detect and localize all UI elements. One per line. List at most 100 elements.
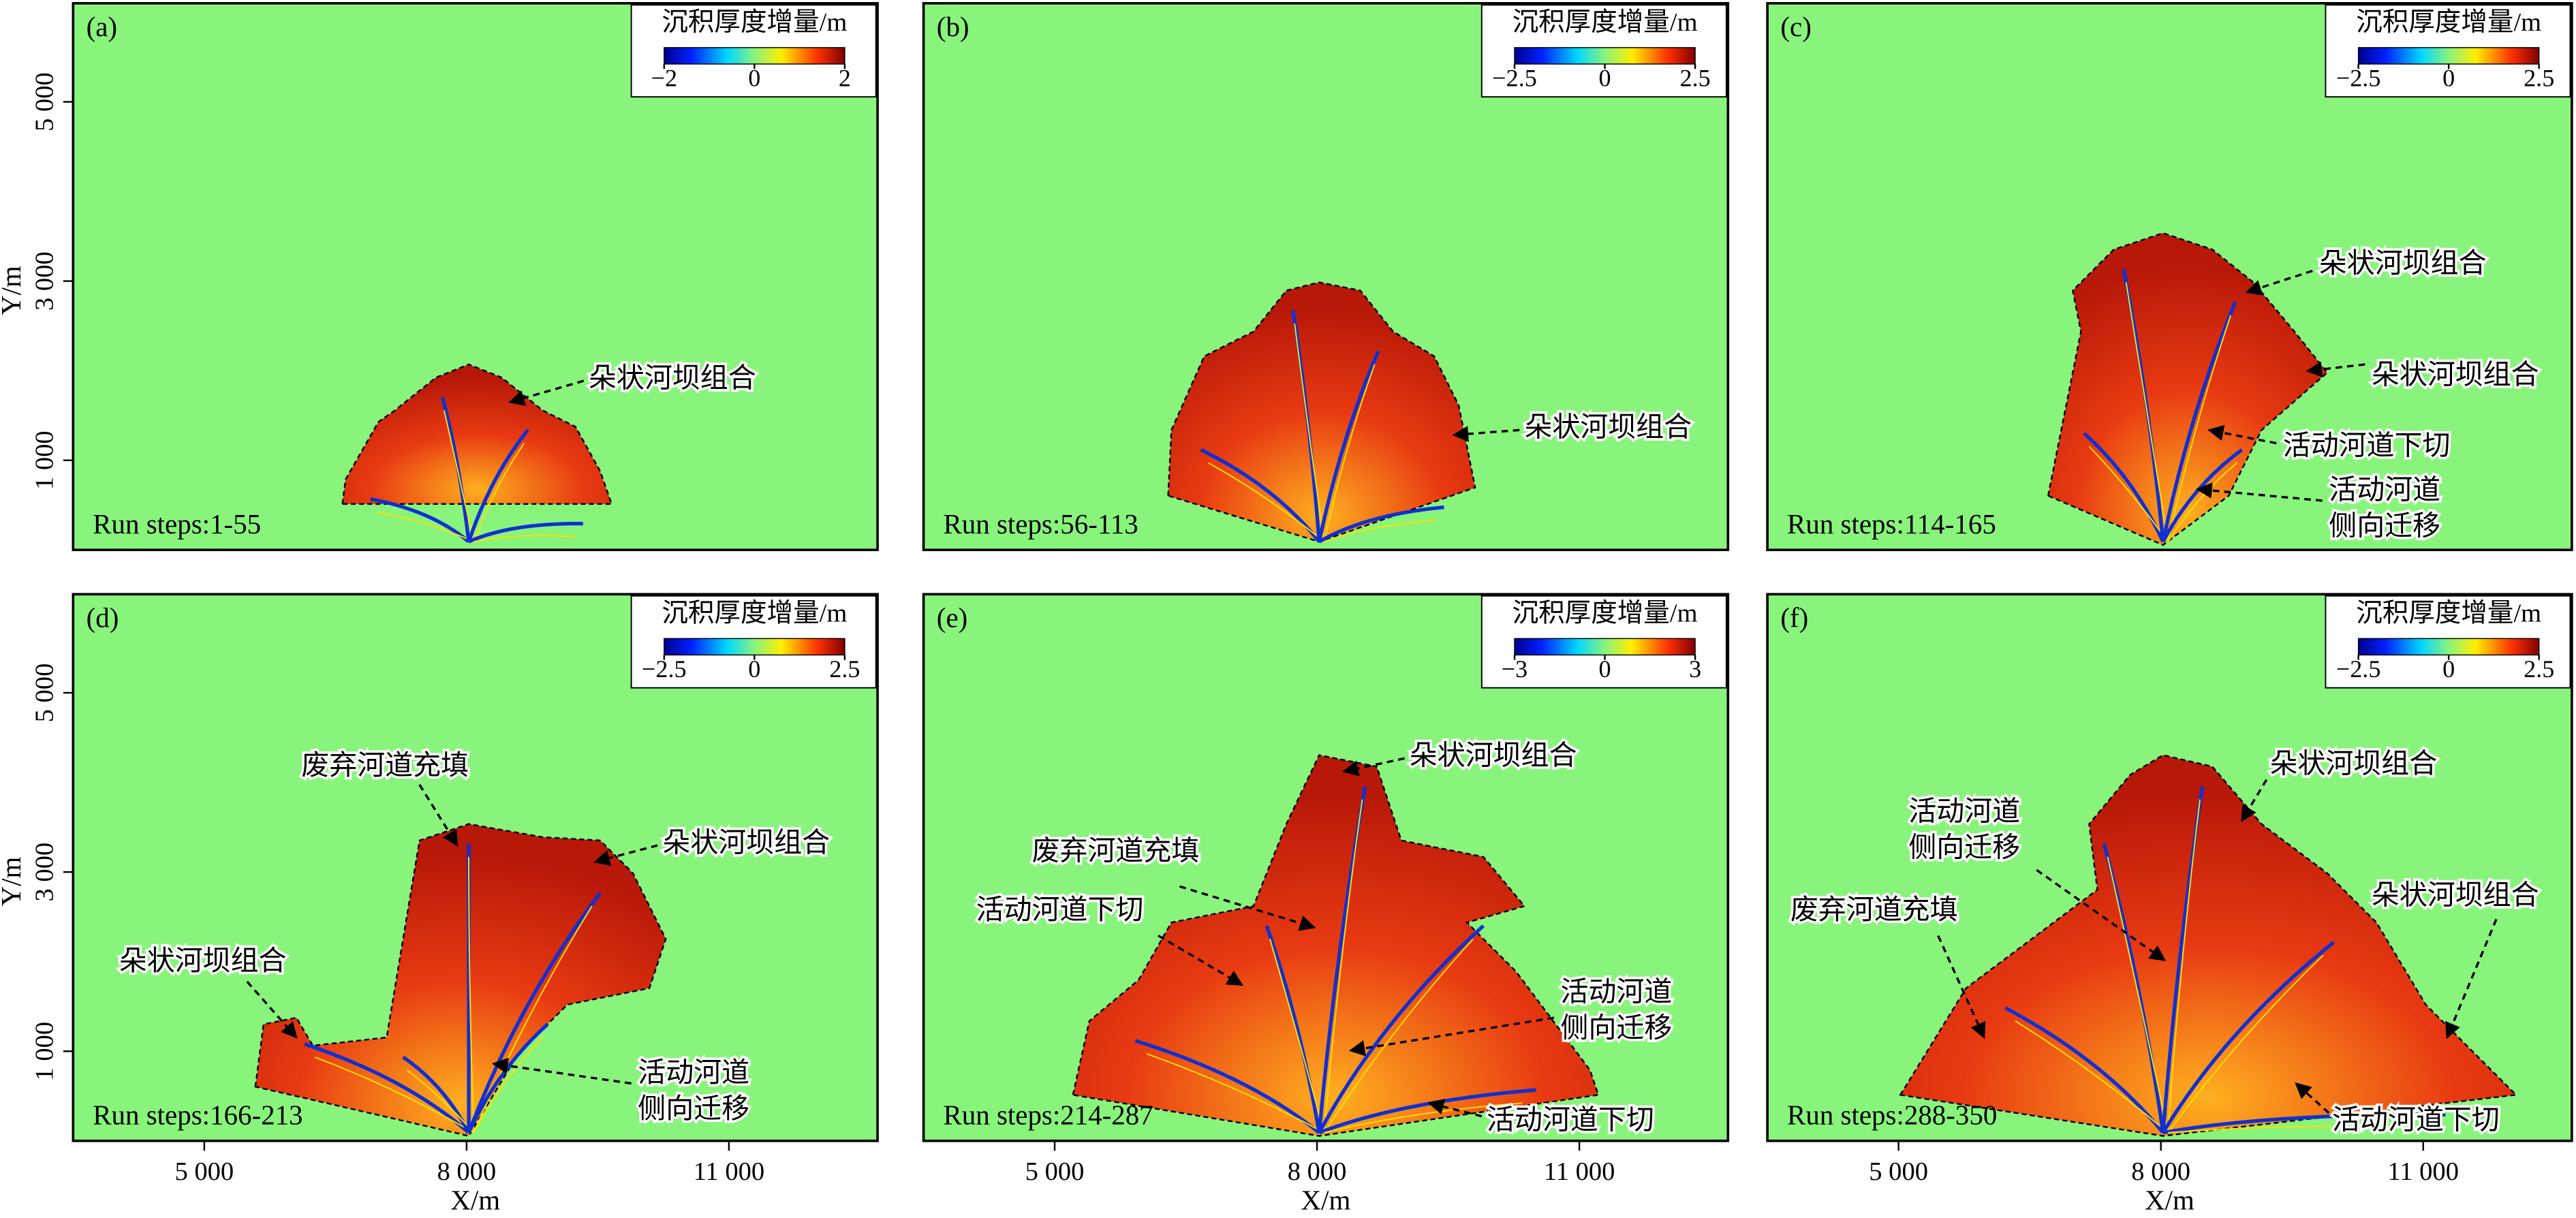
colorbar-tick-label: 2.5 [1680, 64, 1711, 91]
annotation: 废弃河道充填 [1790, 894, 1958, 925]
channel-edge [474, 535, 576, 543]
annotation-arrow [2306, 361, 2365, 377]
annotation: 活动河道 [1561, 976, 1673, 1008]
channel [369, 497, 470, 544]
channel-edge [2167, 799, 2201, 1133]
x-tick-label: 11 000 [694, 1157, 765, 1186]
y-axis-label: Y/m [0, 266, 27, 315]
x-axis-label: X/m [1301, 1185, 1351, 1216]
x-tick-label: 11 000 [1544, 1157, 1615, 1186]
annotation-arrow [508, 379, 585, 406]
channel-edge [1146, 1053, 1324, 1134]
annotation-arrow [1179, 885, 1316, 931]
panel: (a) Run steps:1-55 1 000 3 000 5 000 Y/m 沉积厚度增… [0, 2, 879, 552]
y-tick-label: 5 000 [31, 663, 59, 723]
annotation: 朵状河坝组合 [662, 826, 830, 858]
colorbar-title: 沉积厚度增量/m [662, 598, 847, 627]
x-tick-label: 5 000 [1869, 1157, 1928, 1186]
colorbar-tick-label: 0 [1599, 64, 1611, 91]
channel [2162, 1112, 2446, 1135]
channel [2083, 432, 2165, 543]
channel [1317, 924, 1485, 1134]
channel [1318, 1088, 1536, 1135]
annotation-arrow [1158, 935, 1244, 986]
plot-frame [1766, 2, 2573, 552]
panel: (d) Run steps:166-213 5 000 8 000 11 000 1 00… [0, 593, 879, 1216]
channel [467, 428, 529, 543]
annotation-arrow [2196, 482, 2323, 502]
annotation: 朵状河坝组合 [2372, 359, 2539, 390]
run-steps: Run steps:166-213 [93, 1099, 302, 1130]
x-tick-label: 5 000 [1025, 1157, 1085, 1186]
annotation-arrow [1427, 1099, 1483, 1118]
channel-edge [2107, 856, 2169, 1133]
x-axis-label: X/m [2145, 1185, 2194, 1216]
y-tick-label: 3 000 [31, 251, 59, 311]
annotation: 朵状河坝组合 [2372, 879, 2539, 911]
panel: (b) Run steps:56-113 沉积厚度增量/m −2.5 0 2.5 朵状河坝组… [922, 2, 1730, 552]
annotation: 朵状河坝组合 [2319, 247, 2487, 279]
x-tick-label: 11 000 [2387, 1157, 2459, 1186]
channel-edge [1323, 364, 1376, 542]
annotation-arrow [2445, 918, 2498, 1040]
colorbar-tick-label: −2.5 [2336, 64, 2381, 91]
annotation: 朵状河坝组合 [2270, 748, 2438, 779]
channel-edge [473, 443, 525, 542]
channel-edge [468, 856, 475, 1133]
channel-edge [2167, 315, 2232, 542]
channel-edge [443, 410, 475, 542]
annotation: 废弃河道充填 [1032, 834, 1200, 866]
y-tick-label: 3 000 [31, 843, 59, 902]
channel [467, 892, 602, 1134]
panel: (c) Run steps:114-165 沉积厚度增量/m −2.5 0 2.5 朵状河坝… [1766, 2, 2573, 552]
channel [1264, 925, 1321, 1134]
channel [2161, 941, 2336, 1134]
annotation: 朵状河坝组合 [1410, 740, 1577, 771]
annotation-arrow [2036, 869, 2167, 962]
panel-label: (f) [1780, 602, 1808, 633]
colorbar-title: 沉积厚度增量/m [1512, 7, 1698, 37]
channel [304, 1042, 470, 1134]
colorbar-tick-label: 0 [748, 64, 760, 91]
colorbar-tick-label: −2.5 [1492, 64, 1537, 91]
panel-label: (a) [87, 11, 117, 42]
x-tick-label: 8 000 [2131, 1157, 2190, 1186]
annotation-arrow [2295, 1082, 2330, 1114]
x-tick-label: 8 000 [437, 1157, 496, 1186]
deposit-lobe [341, 363, 613, 505]
run-steps: Run steps:114-165 [1787, 508, 1996, 540]
channel [467, 522, 583, 544]
colorbar-title: 沉积厚度增量/m [2356, 7, 2541, 37]
channel-edge [314, 1056, 474, 1134]
channel-edge [1324, 519, 1437, 543]
channel-edge [1294, 323, 1325, 542]
colorbar-title: 沉积厚度增量/m [2356, 598, 2541, 627]
channel-edge [2167, 462, 2237, 542]
panel: (f) Run steps:288-350 5 000 8 000 11 000 X/m 沉… [1766, 593, 2573, 1216]
annotation: 侧向迁移 [1908, 832, 2020, 863]
colorbar-tick-label: 2.5 [2524, 64, 2554, 91]
y-tick-label: 5 000 [31, 72, 59, 131]
channel [1318, 505, 1444, 544]
y-tick-label: 1 000 [31, 1022, 59, 1081]
x-tick-label: 8 000 [1288, 1157, 1347, 1186]
panel-label: (e) [937, 602, 967, 633]
annotation: 废弃河道充填 [301, 749, 469, 781]
annotation-arrow [418, 783, 459, 847]
channel-edge [2015, 1020, 2169, 1134]
annotation: 活动河道 [2329, 473, 2440, 505]
colorbar-tick-label: 0 [2442, 64, 2455, 91]
colorbar-title: 沉积厚度增量/m [1512, 598, 1698, 627]
annotation: 活动河道 [1908, 796, 2020, 827]
colorbar-tick-label: −3 [1502, 655, 1527, 683]
deposit-lobe [1899, 754, 2518, 1137]
deposit-lobe [254, 823, 667, 1137]
channel [2102, 843, 2165, 1134]
channel [1134, 1039, 1320, 1134]
x-axis-label: X/m [450, 1185, 500, 1216]
channel-edge [1324, 1102, 1523, 1134]
run-steps: Run steps:1-55 [93, 508, 261, 540]
plot-frame [922, 593, 1730, 1142]
y-axis-label: Y/m [0, 856, 27, 906]
